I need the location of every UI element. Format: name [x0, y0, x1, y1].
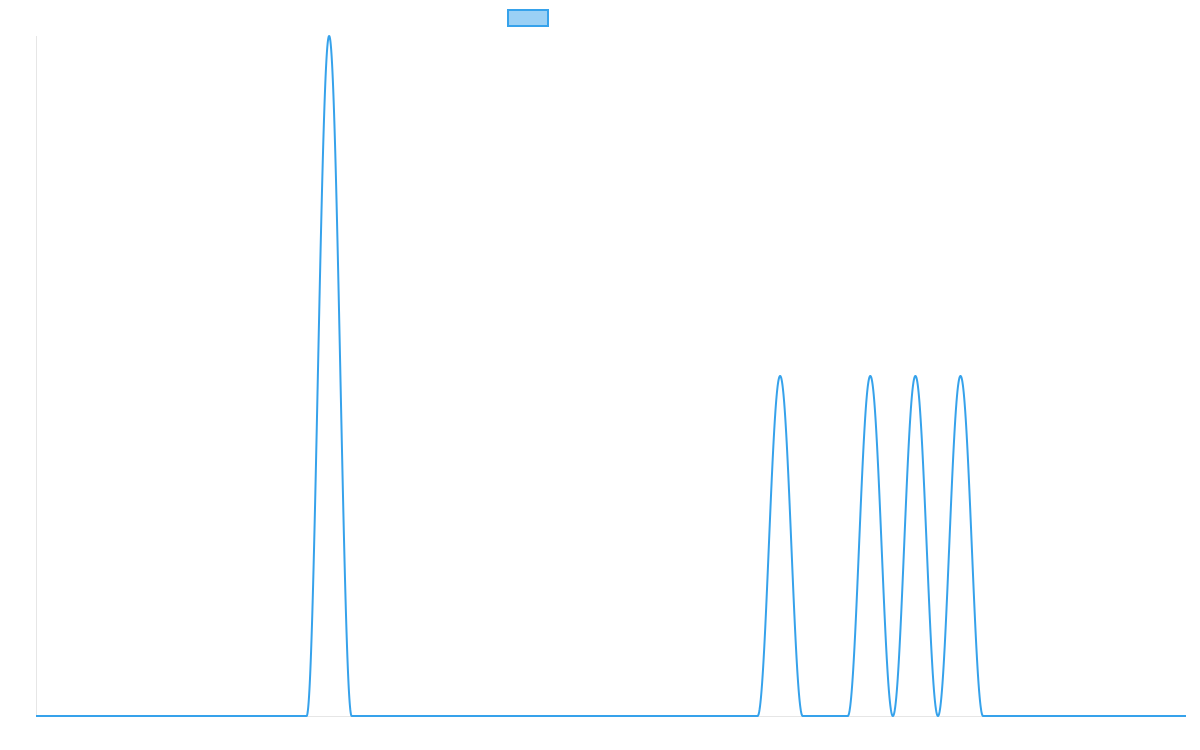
- legend-swatch[interactable]: [507, 9, 549, 27]
- series-layer: [35, 35, 1187, 717]
- legend[interactable]: [507, 9, 549, 27]
- series-line: [35, 35, 1187, 717]
